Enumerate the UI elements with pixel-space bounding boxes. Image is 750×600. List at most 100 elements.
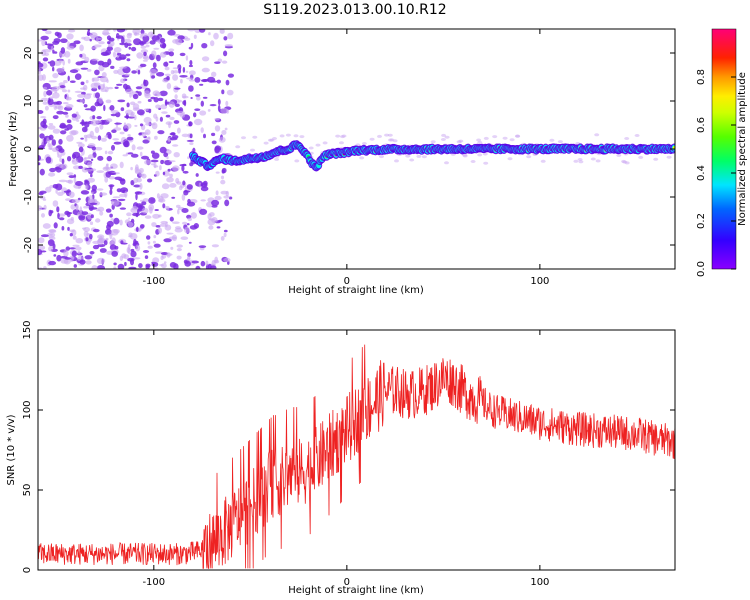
- y-tick-label: 10: [23, 95, 34, 108]
- noise-point: [42, 57, 49, 62]
- noise-point: [169, 160, 176, 163]
- noise-point: [42, 124, 48, 129]
- noise-point: [144, 90, 150, 97]
- noise-point: [223, 36, 228, 41]
- noise-point: [153, 97, 159, 103]
- noise-point: [40, 97, 49, 102]
- noise-point: [109, 105, 115, 111]
- noise-point: [119, 161, 124, 169]
- noise-point: [61, 158, 65, 165]
- noise-point: [133, 184, 141, 188]
- noise-point: [91, 265, 98, 269]
- noise-point: [137, 208, 140, 214]
- noise-point: [48, 147, 53, 150]
- noise-point: [200, 127, 204, 133]
- noise-point: [125, 123, 132, 129]
- noise-point: [59, 217, 65, 221]
- noise-point: [97, 60, 105, 66]
- noise-point: [179, 75, 188, 78]
- noise-point: [151, 122, 158, 130]
- noise-point: [66, 134, 74, 142]
- noise-point: [193, 118, 203, 126]
- noise-point: [135, 86, 143, 90]
- noise-point: [124, 115, 130, 119]
- noise-point: [147, 178, 153, 183]
- noise-point: [68, 175, 75, 179]
- noise-point: [134, 31, 138, 36]
- noise-point: [339, 141, 344, 145]
- noise-point: [540, 159, 546, 163]
- noise-point: [134, 124, 138, 127]
- noise-point: [164, 66, 170, 71]
- noise-point: [154, 91, 162, 97]
- noise-point: [111, 237, 116, 244]
- noise-point: [124, 261, 127, 267]
- noise-point: [200, 260, 206, 267]
- noise-point: [182, 66, 186, 73]
- noise-point: [61, 89, 68, 93]
- noise-point: [103, 104, 106, 112]
- noise-point: [200, 100, 204, 107]
- y-tick-label: -20: [23, 237, 34, 253]
- noise-point: [61, 226, 65, 231]
- noise-point: [173, 120, 180, 124]
- noise-point: [155, 170, 160, 177]
- noise-point: [128, 46, 132, 50]
- noise-point: [48, 209, 52, 217]
- noise-point: [208, 225, 214, 230]
- noise-point: [55, 189, 58, 194]
- noise-point: [315, 143, 321, 147]
- noise-point: [38, 110, 44, 114]
- colorbar-label: Normalized spectral amplitude: [737, 72, 748, 226]
- noise-point: [159, 223, 167, 227]
- noise-point: [163, 61, 169, 67]
- noise-point: [58, 179, 68, 183]
- noise-point: [203, 133, 206, 139]
- noise-point: [184, 226, 190, 234]
- noise-point: [49, 167, 57, 173]
- noise-point: [154, 135, 158, 140]
- snr-panel: -100 0 100 0 50 100 150 Height of straight li…: [6, 320, 676, 596]
- noise-point: [153, 243, 161, 248]
- noise-point: [132, 257, 141, 260]
- noise-point: [638, 155, 644, 159]
- noise-point: [137, 109, 145, 116]
- noise-point: [188, 121, 193, 127]
- noise-point: [573, 159, 579, 163]
- noise-point: [109, 213, 113, 218]
- noise-point: [137, 69, 141, 75]
- noise-point: [189, 60, 193, 66]
- noise-point: [73, 174, 77, 179]
- noise-point: [99, 192, 108, 196]
- noise-point: [117, 52, 122, 56]
- noise-point: [201, 67, 210, 73]
- noise-point: [198, 182, 202, 188]
- noise-point: [81, 126, 88, 133]
- noise-point: [105, 49, 111, 56]
- noise-point: [119, 207, 126, 210]
- noise-point: [123, 83, 128, 90]
- noise-point: [77, 185, 81, 189]
- noise-point: [272, 137, 277, 140]
- noise-point: [145, 122, 151, 126]
- noise-point: [49, 60, 56, 67]
- noise-point: [71, 158, 79, 165]
- noise-point: [38, 68, 41, 75]
- noise-point: [114, 86, 119, 90]
- noise-point: [148, 197, 156, 204]
- noise-point: [653, 157, 659, 161]
- noise-point: [221, 89, 225, 95]
- noise-point: [64, 210, 70, 216]
- noise-point: [157, 97, 164, 102]
- noise-point: [111, 129, 117, 133]
- noise-point: [235, 145, 241, 149]
- noise-point: [138, 167, 144, 174]
- noise-point: [159, 116, 163, 122]
- noise-point: [58, 148, 65, 153]
- noise-point: [509, 138, 515, 142]
- noise-point: [182, 221, 188, 225]
- noise-point: [71, 113, 77, 118]
- noise-point: [40, 234, 49, 238]
- noise-point: [577, 158, 583, 161]
- noise-point: [379, 155, 384, 159]
